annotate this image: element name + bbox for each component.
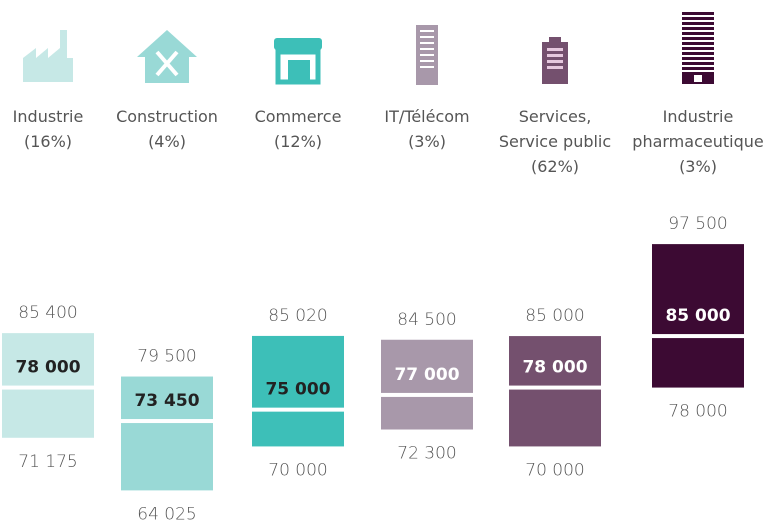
high-label: 85 400 (18, 303, 77, 323)
icon (682, 35, 714, 37)
icon (682, 65, 714, 67)
range-bar (121, 376, 213, 491)
icon (60, 30, 67, 60)
icon (420, 54, 434, 56)
median-line (509, 385, 601, 390)
high-label: 84 500 (397, 310, 456, 330)
category-label: Commerce (12%) (228, 104, 368, 154)
low-label: 72 300 (397, 444, 456, 464)
icon (547, 54, 563, 57)
icon (682, 45, 714, 47)
icon (547, 60, 563, 63)
median-label: 77 000 (394, 365, 459, 385)
median-line (381, 392, 473, 397)
icon (682, 15, 714, 17)
icon (420, 42, 434, 44)
high-label: 79 500 (137, 347, 196, 367)
icon (682, 30, 714, 32)
icon (420, 36, 434, 38)
icon (23, 58, 73, 82)
icon (274, 38, 322, 50)
median-line (252, 407, 344, 412)
icon (420, 60, 434, 62)
category-label: Construction (4%) (97, 104, 237, 154)
icon (288, 60, 310, 82)
icon (682, 20, 714, 22)
icon (420, 48, 434, 50)
category-name: Services, Service public (498, 107, 612, 151)
range-bar (252, 335, 344, 447)
icon (137, 30, 197, 83)
icon (682, 55, 714, 57)
icon (420, 30, 434, 32)
icon (420, 66, 434, 68)
category-name: Industrie (12, 107, 84, 126)
range-bar (381, 339, 473, 430)
icon (547, 48, 563, 51)
range-bar (509, 336, 601, 447)
category-name: Industrie pharmaceutique (632, 107, 764, 151)
median-label: 75 000 (265, 380, 330, 400)
category-label: IT/Télécom (3%) (357, 104, 497, 154)
high-label: 85 000 (525, 306, 584, 326)
range-bar (652, 244, 744, 388)
icon (547, 66, 563, 69)
category-label: Services, Service public (62%) (485, 104, 625, 179)
share-label: (3%) (408, 132, 446, 151)
low-label: 78 000 (668, 402, 727, 422)
category-label: Industrie pharmaceutique (3%) (628, 104, 768, 179)
icon (155, 50, 179, 77)
low-label: 70 000 (268, 460, 327, 480)
icon (682, 12, 714, 84)
median-line (652, 334, 744, 339)
category-name: IT/Télécom (384, 107, 470, 126)
low-label: 64 025 (137, 504, 196, 524)
icon (549, 37, 561, 43)
median-label: 78 000 (15, 358, 80, 378)
share-label: (3%) (679, 157, 717, 176)
low-label: 70 000 (525, 460, 584, 480)
icon (682, 60, 714, 62)
icon (23, 48, 60, 58)
category-label: Industrie (16%) (0, 104, 118, 154)
icon (682, 50, 714, 52)
median-line (2, 385, 94, 390)
share-label: (16%) (23, 132, 73, 151)
icon (694, 75, 702, 82)
icon (682, 25, 714, 27)
category-name: Commerce (254, 107, 342, 126)
high-label: 85 020 (268, 306, 327, 326)
median-line (121, 419, 213, 424)
icon (682, 70, 714, 72)
share-label: (12%) (273, 132, 323, 151)
low-label: 71 175 (18, 452, 77, 472)
median-label: 85 000 (665, 306, 730, 326)
median-label: 78 000 (522, 358, 587, 378)
share-label: (62%) (530, 157, 580, 176)
share-label: (4%) (148, 132, 186, 151)
range-bar (2, 333, 94, 438)
median-label: 73 450 (134, 391, 199, 411)
category-name: Construction (116, 107, 218, 126)
icon (682, 40, 714, 42)
high-label: 97 500 (668, 214, 727, 234)
